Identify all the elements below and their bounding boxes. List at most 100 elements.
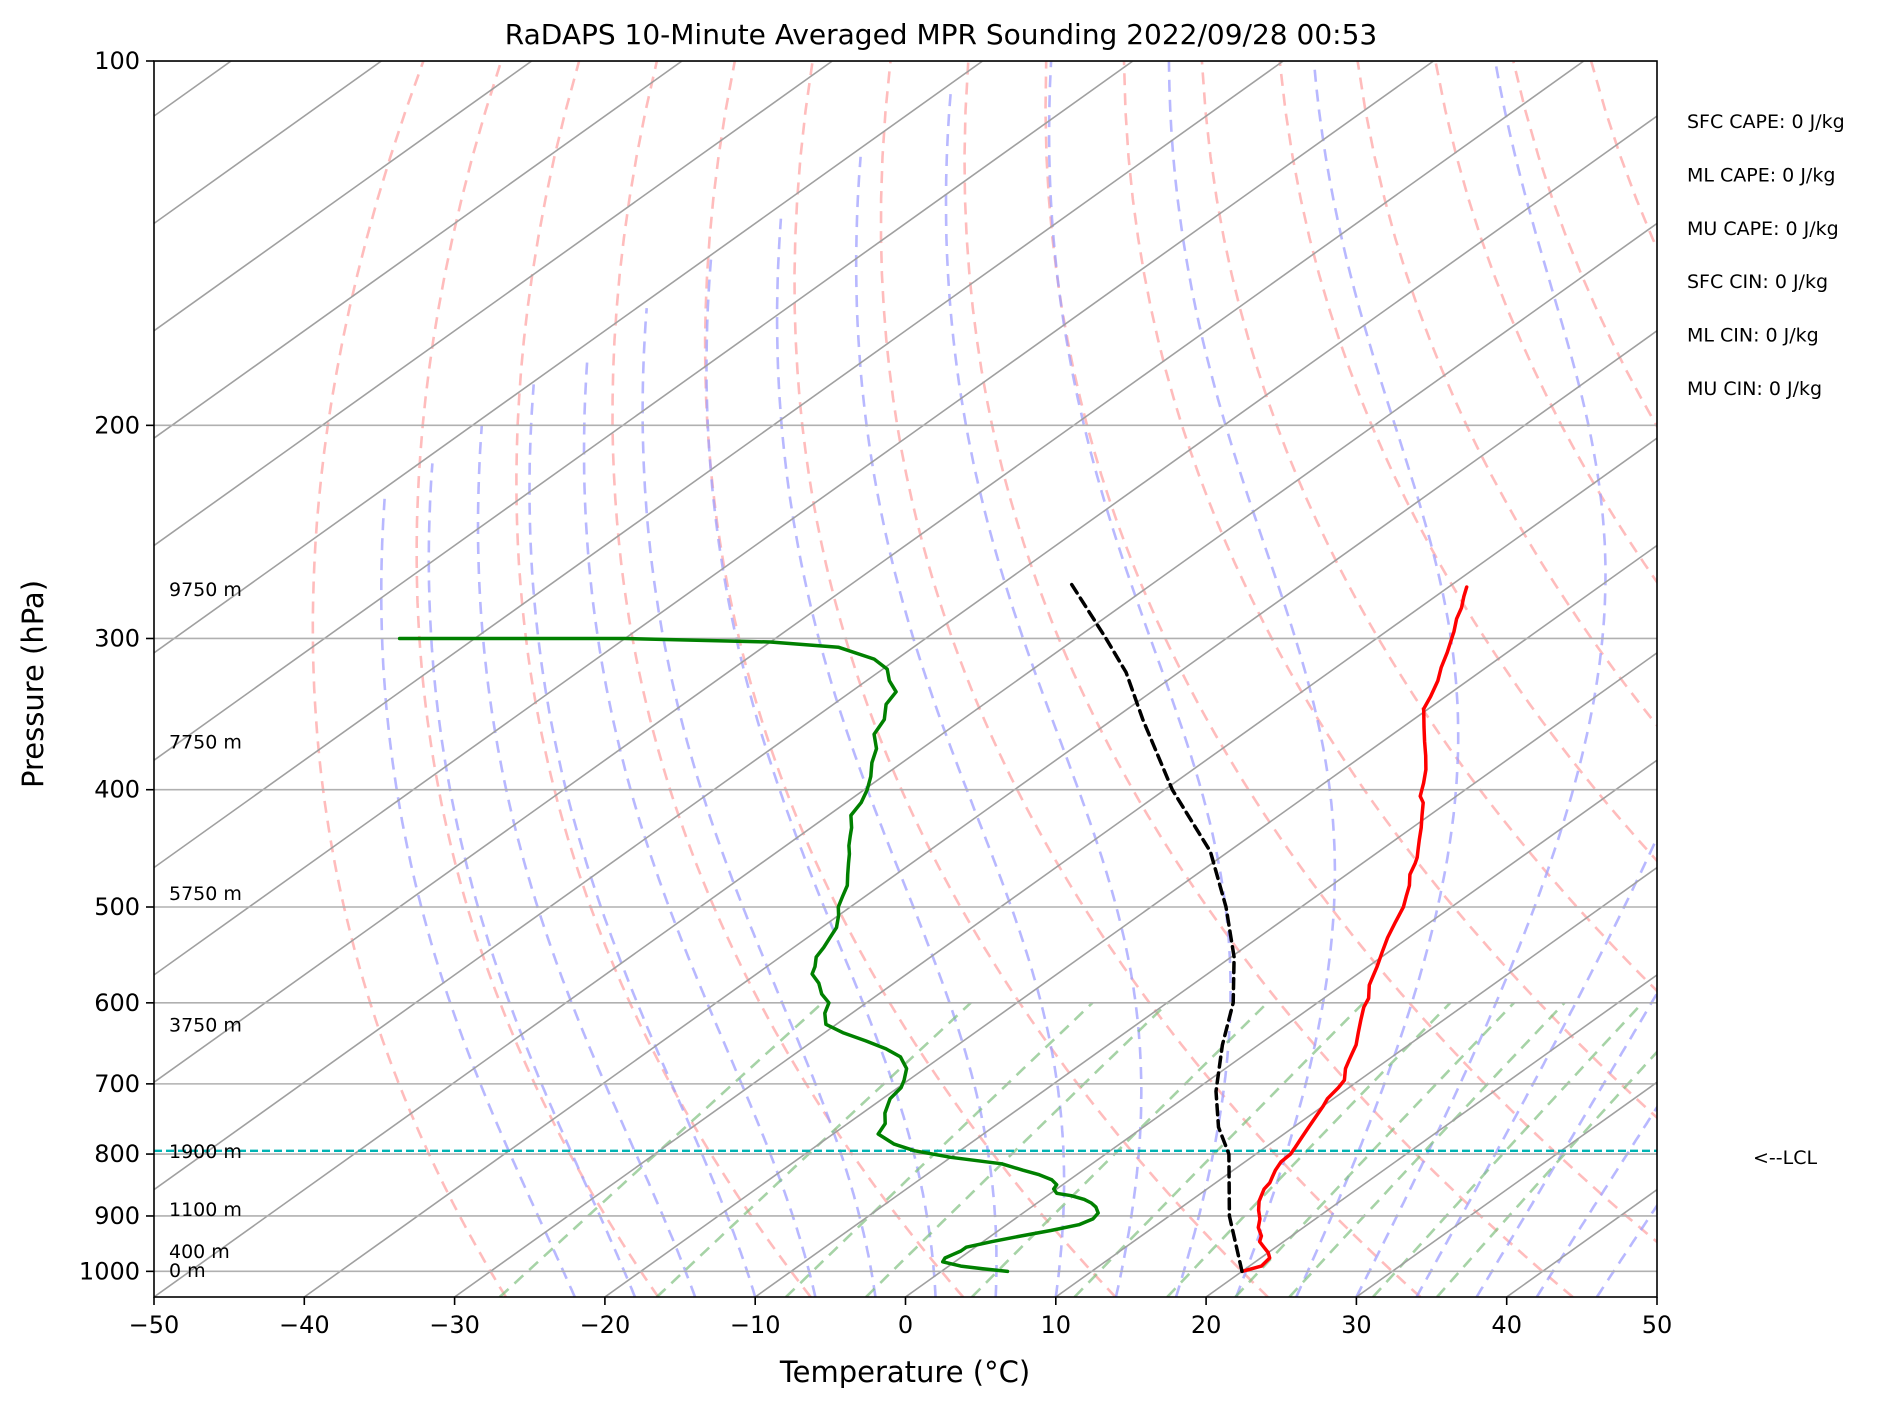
moist-adiabat [854, 156, 1066, 1297]
isotherm [154, 61, 984, 654]
y-axis-title: Pressure (hPa) [16, 580, 50, 788]
height-label: 7750 m [169, 732, 242, 754]
height-label: 400 m [169, 1241, 230, 1263]
moist-adiabat [1295, 61, 1460, 1297]
moist-adiabat [528, 384, 757, 1297]
x-tick-label: 0 [898, 1311, 913, 1339]
isotherm [1506, 1188, 1657, 1297]
dry-adiabat [1512, 61, 1657, 429]
stability-index: MU CAPE: 0 J/kg [1687, 218, 1839, 240]
moist-adiabat [380, 498, 576, 1297]
dry-adiabat [611, 61, 965, 1297]
moist-adiabat [1047, 61, 1232, 1297]
height-label: 9750 m [169, 579, 242, 601]
isotherm [604, 544, 1657, 1297]
isotherm [154, 61, 1434, 976]
moist-adiabat [1595, 1203, 1657, 1297]
stability-index: ML CIN: 0 J/kg [1687, 325, 1819, 347]
annotation-layer: 9750 m 7750 m 5750 m 3750 m 1900 m 1100 m 400 … [169, 111, 1845, 1282]
isotherm [1807, 61, 1882, 1297]
x-axis-title: Temperature (°C) [779, 1355, 1030, 1389]
isotherm [1205, 973, 1657, 1297]
x-tick-label: 40 [1491, 1311, 1522, 1339]
x-tick-label: −40 [279, 1311, 330, 1339]
axis-ticks: −50 −40 −30 −20 −10 0 10 20 30 40 50 100 200 300 400 50… [79, 47, 1672, 1339]
stability-index: SFC CAPE: 0 J/kg [1687, 111, 1845, 133]
y-tick-label: 500 [94, 893, 140, 921]
x-tick-label: −30 [429, 1311, 480, 1339]
moist-adiabat [944, 86, 1143, 1297]
moist-adiabat [1535, 1104, 1657, 1297]
dry-adiabat [879, 61, 1422, 1297]
isotherm [905, 759, 1657, 1297]
mixing-ratio-line [1073, 1001, 1365, 1297]
isotherm [754, 651, 1657, 1297]
mixing-ratio-line [655, 1001, 972, 1297]
moist-adiabat [1167, 61, 1337, 1297]
mixing-ratio-line [784, 1001, 1094, 1297]
dewpoint-profile [397, 636, 1100, 1274]
isotherm [1656, 1296, 1657, 1297]
isotherm [1055, 866, 1657, 1297]
isotherm [454, 437, 1657, 1297]
y-tick-label: 200 [94, 411, 140, 439]
dry-adiabat [1825, 61, 1882, 1297]
moist-adiabat [476, 425, 697, 1297]
dry-adiabat [1044, 61, 1657, 1244]
dry-adiabat [1669, 61, 1882, 1297]
isotherm [303, 329, 1657, 1297]
y-tick-label: 800 [94, 1140, 140, 1168]
dry-adiabat [1747, 61, 1882, 1297]
dry-adiabat [703, 61, 1117, 1297]
dry-adiabat [963, 61, 1574, 1297]
mixing-ratio-line [865, 1001, 1169, 1297]
isotherm [154, 61, 683, 440]
stability-index: SFC CIN: 0 J/kg [1687, 271, 1828, 293]
y-tick-label: 700 [94, 1070, 140, 1098]
moist-adiabat [1355, 61, 1607, 1297]
dry-adiabat [1278, 61, 1657, 863]
mixing-ratio-line [1372, 1001, 1644, 1297]
moist-adiabat [1415, 834, 1657, 1297]
dry-adiabat [1589, 61, 1657, 252]
y-tick-label: 100 [94, 47, 140, 75]
y-tick-label: 400 [94, 776, 140, 804]
x-tick-label: 50 [1642, 1311, 1673, 1339]
dry-adiabat [1122, 61, 1657, 1120]
isotherm [154, 222, 1657, 1297]
height-label: 1900 m [169, 1141, 242, 1163]
y-tick-label: 1000 [79, 1257, 140, 1285]
isotherm [154, 61, 1134, 762]
moist-adiabat [1475, 990, 1657, 1297]
height-label: 3750 m [169, 1014, 242, 1036]
x-tick-label: −10 [730, 1311, 781, 1339]
y-tick-label: 900 [94, 1202, 140, 1230]
x-tick-label: 30 [1341, 1311, 1372, 1339]
mixing-ratio-line [1436, 1050, 1657, 1297]
mixing-ratio-line [498, 1001, 824, 1297]
isotherm [154, 61, 1585, 1084]
dry-adiabat [515, 61, 812, 1297]
height-label: 5750 m [169, 883, 242, 905]
x-tick-label: −20 [580, 1311, 631, 1339]
lcl-label: <--LCL [1753, 1147, 1817, 1169]
moist-adiabat [775, 218, 998, 1297]
x-tick-label: 10 [1041, 1311, 1072, 1339]
isotherm [1355, 1081, 1657, 1297]
mixing-ratio-line [1166, 1001, 1452, 1297]
isotherm [154, 61, 382, 225]
moist-adiabat [641, 308, 877, 1297]
temperature-profile [1240, 585, 1469, 1274]
plot-area [154, 61, 1882, 1297]
mixing-ratio-line [970, 1001, 1269, 1297]
y-tick-label: 600 [94, 989, 140, 1017]
chart-title: RaDAPS 10-Minute Averaged MPR Sounding 2… [505, 18, 1377, 51]
isotherm [154, 61, 533, 332]
stability-index: ML CAPE: 0 J/kg [1687, 164, 1835, 186]
isotherm [154, 61, 833, 547]
isotherm [154, 115, 1657, 1191]
height-label: 1100 m [169, 1199, 242, 1221]
parcel-profile [1069, 581, 1244, 1274]
plot-frame [153, 60, 1658, 1298]
